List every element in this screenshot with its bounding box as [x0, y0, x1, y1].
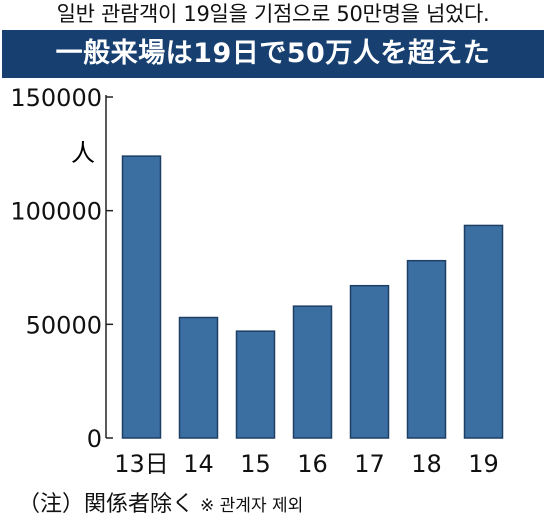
footnote: （注）関係者除く ※ 관계자 제외 — [18, 490, 303, 521]
bar-chart: 0 50000 100000 150000 人 13日 14 15 16 17 18 19 — [10, 84, 504, 478]
footnote-translation: ※ 관계자 제외 — [200, 496, 304, 516]
bar — [292, 305, 333, 439]
bar — [463, 224, 504, 439]
bars — [121, 155, 504, 439]
y-tick-label: 150000 — [10, 84, 102, 112]
y-tick-label: 50000 — [26, 311, 102, 339]
x-axis-labels: 13日 14 15 16 17 18 19 — [114, 450, 499, 478]
bar — [235, 330, 276, 439]
y-axis-unit-label: 人 — [71, 139, 95, 167]
x-tick-label: 18 — [411, 450, 442, 478]
x-tick-label: 19 — [468, 450, 499, 478]
bar — [406, 259, 447, 439]
x-tick-label: 14 — [183, 450, 214, 478]
bar — [178, 316, 219, 439]
bar — [121, 155, 162, 439]
y-axis: 0 50000 100000 150000 — [10, 84, 113, 453]
y-tick-label: 0 — [87, 425, 102, 453]
y-tick-label: 100000 — [10, 198, 102, 226]
x-tick-label: 13日 — [114, 450, 169, 478]
x-tick-label: 16 — [297, 450, 328, 478]
top-caption: 일반 관람객이 19일을 기점으로 50만명을 넘었다. — [56, 2, 490, 26]
chart-title-banner: 一般来場は19日で50万人を超えた — [2, 30, 544, 78]
footnote-text: （注）関係者除く — [18, 492, 195, 517]
x-tick-label: 17 — [354, 450, 385, 478]
x-tick-label: 15 — [240, 450, 271, 478]
chart-title: 一般来場は19日で50万人を超えた — [55, 38, 491, 69]
bar — [349, 284, 390, 439]
